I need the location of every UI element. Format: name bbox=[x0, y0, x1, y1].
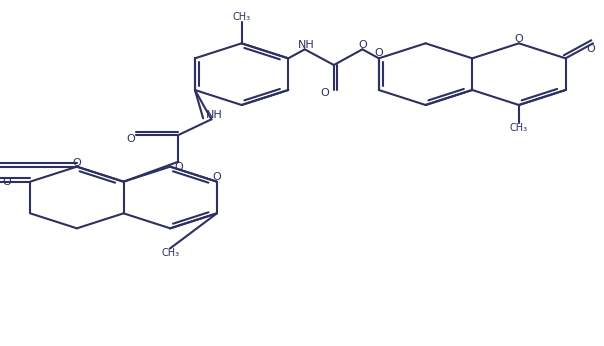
Text: O: O bbox=[321, 88, 329, 98]
Text: O: O bbox=[358, 40, 367, 50]
Text: CH₃: CH₃ bbox=[510, 123, 528, 133]
Text: O: O bbox=[515, 34, 523, 44]
Text: NH: NH bbox=[298, 40, 315, 50]
Text: O: O bbox=[72, 158, 82, 168]
Text: NH: NH bbox=[206, 110, 222, 120]
Text: O: O bbox=[126, 134, 135, 144]
Text: O: O bbox=[586, 44, 595, 54]
Text: O: O bbox=[374, 48, 384, 58]
Text: CH₃: CH₃ bbox=[161, 248, 179, 258]
Text: O: O bbox=[213, 172, 221, 182]
Text: CH₃: CH₃ bbox=[233, 12, 251, 22]
Text: O: O bbox=[174, 162, 183, 172]
Text: O: O bbox=[2, 177, 11, 186]
